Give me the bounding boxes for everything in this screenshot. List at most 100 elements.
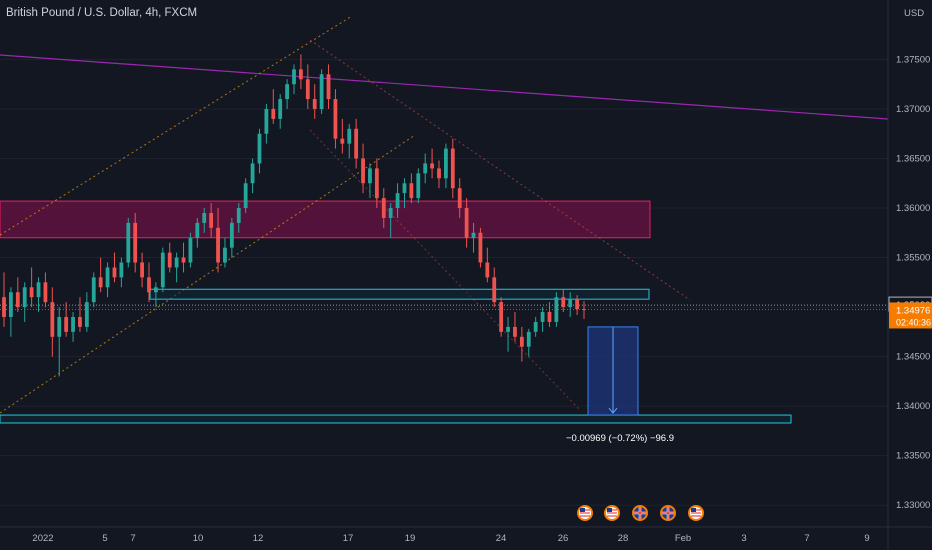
candle-body: [119, 262, 124, 278]
candle-body: [140, 262, 144, 278]
candle-body: [540, 312, 545, 322]
candle-body: [167, 252, 172, 268]
candle: [174, 252, 179, 283]
candle: [457, 178, 462, 218]
candle: [223, 237, 227, 268]
candle: [43, 272, 48, 308]
candle: [271, 89, 276, 124]
candle-body: [319, 74, 324, 109]
candle: [285, 79, 289, 109]
candle-body: [57, 316, 62, 337]
us-flag-icon[interactable]: [577, 505, 593, 521]
candle-body: [188, 237, 193, 263]
candle-body: [84, 302, 89, 327]
candle-body: [2, 297, 6, 317]
candle-body: [444, 148, 448, 179]
candle-body: [229, 222, 234, 248]
candle-body: [416, 173, 421, 199]
candle: [105, 262, 110, 298]
candles: [2, 54, 586, 377]
candle: [98, 257, 103, 293]
time-axis[interactable]: 2022 5 7 10 12 17 19 24 26 28 Feb 3 7 9: [0, 526, 932, 544]
candle: [554, 292, 559, 327]
candle: [575, 295, 579, 316]
candle: [202, 208, 207, 233]
event-icons[interactable]: [577, 505, 704, 521]
support-box: [149, 288, 650, 300]
candle-body: [278, 99, 283, 119]
x-tick-label: 7: [804, 533, 809, 544]
candle: [243, 178, 248, 213]
candle-body: [98, 277, 103, 288]
candle-body: [64, 316, 69, 332]
bar-countdown: 02:40:36: [896, 317, 931, 327]
candle-body: [423, 163, 428, 174]
candle-body: [271, 108, 276, 119]
gb-flag-icon[interactable]: [632, 505, 648, 521]
candle-body: [437, 168, 441, 179]
candle-body: [216, 227, 220, 263]
candle-body: [264, 108, 269, 134]
y-tick-label: 1.36500: [896, 153, 930, 164]
measure-label: −0.00969 (−0.72%) −96.9: [566, 433, 674, 444]
candle-body: [513, 326, 517, 337]
candle-body: [9, 292, 13, 317]
us-flag-icon[interactable]: [604, 505, 620, 521]
candle: [395, 183, 400, 218]
candle: [195, 217, 200, 248]
candle: [319, 69, 324, 114]
down-channel-upper: [309, 39, 691, 301]
candle: [133, 212, 138, 273]
channel-upper-line: [0, 15, 353, 236]
candle-body: [243, 183, 248, 209]
candle-body: [430, 163, 434, 169]
y-tick-label: 1.33000: [896, 500, 930, 511]
candle-body: [485, 262, 490, 278]
candle: [78, 297, 82, 332]
candle-body: [395, 193, 400, 209]
candle-body: [575, 299, 579, 310]
candle: [257, 128, 262, 174]
candle-body: [492, 277, 497, 303]
currency-label: USD: [904, 8, 924, 19]
gb-flag-icon[interactable]: [660, 505, 676, 521]
candle: [236, 203, 241, 233]
candle-body: [402, 183, 407, 194]
candle-body: [312, 99, 317, 109]
candle-body: [388, 208, 393, 218]
candle-body: [533, 321, 538, 332]
candle: [506, 316, 510, 352]
us-flag-icon[interactable]: [688, 505, 704, 521]
candle-body: [181, 257, 186, 263]
candle-body: [450, 148, 455, 189]
candle: [444, 143, 448, 189]
candle: [368, 163, 372, 199]
candle: [2, 272, 6, 327]
x-tick-label: 19: [405, 533, 416, 544]
candle-body: [174, 257, 179, 268]
candle: [409, 173, 414, 204]
x-tick-label: 17: [343, 533, 354, 544]
candle-body: [43, 282, 48, 303]
candle: [209, 203, 214, 238]
candle-body: [374, 168, 379, 199]
candle-body: [154, 287, 158, 293]
candle-body: [91, 277, 96, 303]
candle-body: [22, 287, 27, 308]
candle: [84, 292, 89, 332]
candle-body: [526, 331, 531, 347]
candle: [423, 153, 428, 184]
resistance-zone: [0, 200, 651, 239]
grid: [0, 58, 888, 506]
candle-body: [78, 316, 82, 327]
candle: [437, 160, 441, 189]
candle: [305, 64, 310, 109]
last-price-tag: [889, 302, 932, 329]
candle: [57, 307, 62, 377]
candle-body: [50, 302, 55, 337]
candle: [181, 242, 186, 273]
price-axis[interactable]: 1.375001.370001.365001.360001.355001.350…: [887, 0, 932, 550]
candle-body: [223, 247, 227, 263]
